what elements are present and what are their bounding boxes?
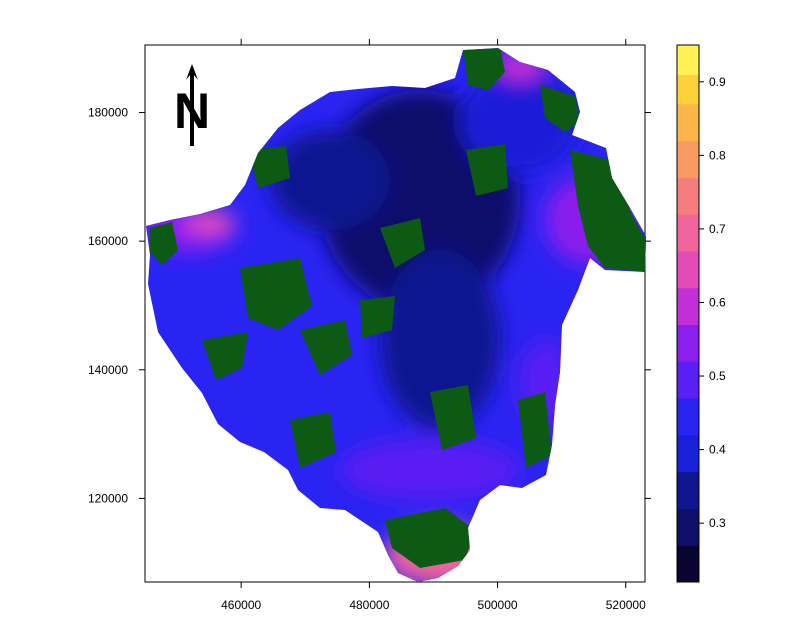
- y-axis: 120000 140000 160000 180000: [88, 106, 651, 505]
- north-arrow: N: [174, 64, 210, 146]
- legend-swatch: [677, 103, 699, 142]
- legend-swatch: [677, 471, 699, 509]
- legend-tick-label: 0.3: [709, 516, 726, 530]
- plot-frame: [144, 44, 646, 583]
- masked-patch: [385, 508, 475, 568]
- masked-patch: [518, 392, 552, 468]
- legend-swatch: [677, 45, 699, 75]
- legend-swatch: [677, 508, 699, 546]
- y-tick-label: 120000: [88, 491, 128, 505]
- x-tick-label: 460000: [221, 598, 261, 612]
- masked-patch: [248, 146, 290, 188]
- legend-swatch: [677, 545, 699, 583]
- legend-swatch: [677, 250, 699, 289]
- north-arrow-shaft: [186, 64, 198, 146]
- masked-patch: [360, 296, 395, 338]
- x-axis: 460000 480000 500000 520000: [221, 39, 646, 612]
- legend-swatches: [677, 45, 699, 583]
- masked-patch: [150, 222, 178, 265]
- legend-tick-label: 0.5: [709, 369, 726, 383]
- y-tick-label: 160000: [88, 234, 128, 248]
- legend-swatch: [677, 74, 699, 105]
- masked-patch: [570, 150, 646, 272]
- masked-patch: [380, 218, 425, 268]
- masked-patch: [300, 320, 352, 375]
- legend-swatch: [677, 361, 699, 399]
- legend-swatch: [677, 287, 699, 326]
- legend-tick-label: 0.8: [709, 148, 726, 162]
- low-value-zone: [380, 250, 500, 430]
- legend-swatch: [677, 140, 699, 178]
- legend-swatch: [677, 177, 699, 215]
- legend-swatch: [677, 434, 699, 473]
- legend-tick-label: 0.7: [709, 222, 726, 236]
- low-value-zone: [270, 130, 390, 230]
- y-tick-label: 140000: [88, 363, 128, 377]
- masked-patch: [463, 48, 505, 90]
- legend-tick-label: 0.4: [709, 443, 726, 457]
- legend-swatch: [677, 214, 699, 252]
- high-value-zone: [340, 440, 520, 500]
- legend-frame: [676, 44, 700, 583]
- legend-swatch: [677, 324, 699, 362]
- legend-tick-label: 0.9: [709, 75, 726, 89]
- x-tick-label: 520000: [606, 598, 646, 612]
- study-region: [146, 48, 646, 582]
- masked-areas: [150, 48, 646, 568]
- legend-ticks: 0.3 0.4 0.5 0.6 0.7 0.8 0.9: [699, 75, 726, 530]
- legend-tick-label: 0.6: [709, 295, 726, 309]
- masked-patch: [430, 385, 476, 450]
- legend-swatch: [677, 398, 699, 436]
- masked-patch: [240, 258, 312, 330]
- masked-patch: [540, 85, 580, 132]
- color-legend: 0.3 0.4 0.5 0.6 0.7 0.8 0.9: [676, 44, 726, 583]
- peak-value-zone: [185, 210, 235, 234]
- masked-patch: [466, 144, 508, 196]
- y-tick-label: 180000: [88, 106, 128, 120]
- masked-patch: [202, 332, 248, 380]
- x-tick-label: 500000: [478, 598, 518, 612]
- masked-patch: [290, 412, 336, 468]
- x-tick-label: 480000: [349, 598, 389, 612]
- north-arrow-label: N: [174, 83, 210, 139]
